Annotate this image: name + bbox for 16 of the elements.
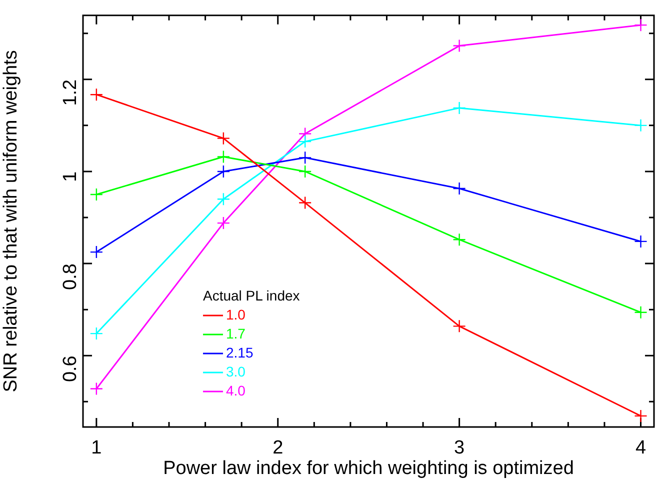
y-tick-label: 1 [60,171,82,182]
y-axis-title: SNR relative to that with uniform weights [0,50,22,392]
legend-title: Actual PL index [203,287,300,304]
x-tick-label: 3 [454,438,465,459]
x-axis-title: Power law index for which weighting is optimized [163,458,574,479]
y-tick-label: 1.2 [60,79,82,106]
legend-label: 4.0 [226,382,246,398]
legend-label: 1.0 [226,306,246,322]
x-tick-label: 2 [272,438,284,459]
legend-label: 2.15 [226,344,254,360]
y-tick-label: 0.8 [60,264,82,290]
x-tick-label: 4 [635,438,646,459]
legend-label: 3.0 [226,363,246,380]
x-tick-label: 1 [91,438,102,459]
legend-label: 1.7 [226,325,246,342]
y-tick-label: 0.6 [60,356,82,382]
